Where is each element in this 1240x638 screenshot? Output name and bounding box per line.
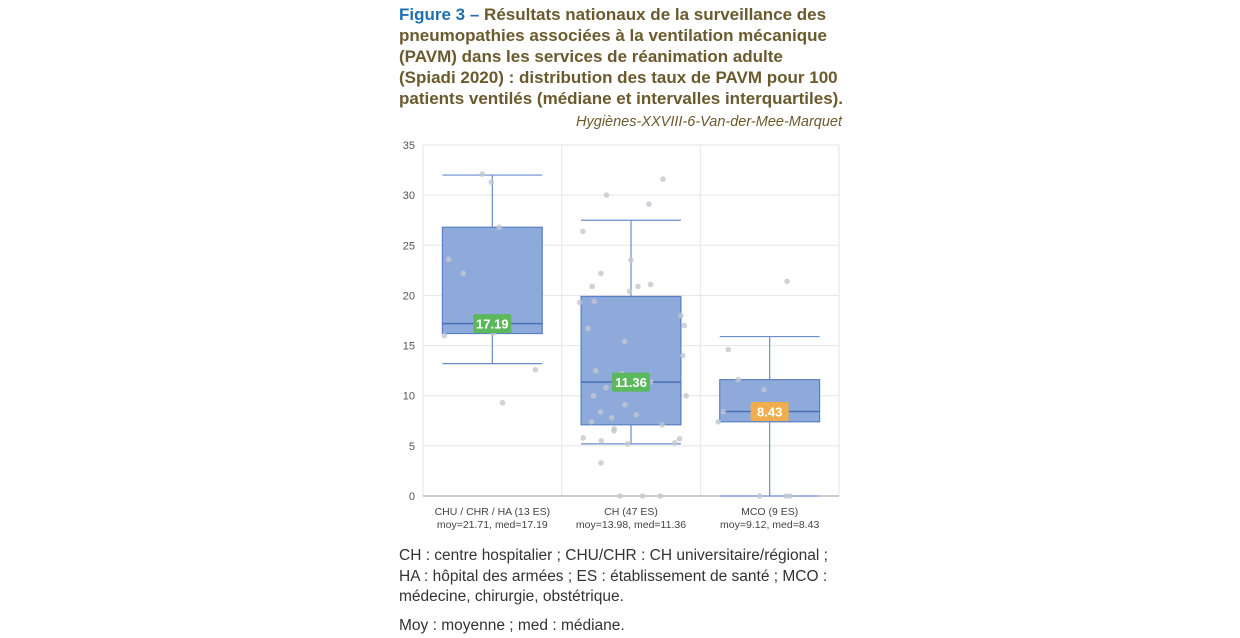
data-point xyxy=(678,312,684,319)
data-point xyxy=(577,299,583,306)
data-point xyxy=(761,386,767,393)
data-point xyxy=(633,411,640,418)
data-point xyxy=(585,325,591,332)
y-tick-label: 30 xyxy=(403,190,415,202)
median-badge xyxy=(750,401,789,421)
category-sublabel: moy=13.98, med=11.36 xyxy=(576,519,686,531)
data-point xyxy=(590,392,597,399)
category-sublabel: moy=9.12, med=8.43 xyxy=(720,519,819,531)
data-point xyxy=(725,346,732,353)
data-point xyxy=(659,421,665,428)
data-point xyxy=(660,176,666,182)
figure-label: Figure 3 – xyxy=(399,5,480,24)
data-point xyxy=(499,399,506,406)
category-label: CH (47 ES) xyxy=(604,506,658,518)
data-point xyxy=(496,224,503,231)
data-point xyxy=(720,408,726,415)
data-point xyxy=(626,288,633,295)
median-badge xyxy=(612,372,650,392)
data-point xyxy=(676,436,683,442)
data-point xyxy=(592,367,599,374)
boxplot-chart: 0 5 10 15 20 25 30 35 17.19 CHU / CHR / HA (13 ES… xyxy=(403,140,840,531)
data-point xyxy=(591,298,597,305)
y-tick-label: 10 xyxy=(403,391,415,403)
data-point xyxy=(532,366,539,373)
median-badge xyxy=(473,314,512,334)
data-point xyxy=(646,201,652,207)
data-point xyxy=(611,428,617,434)
data-point xyxy=(588,418,595,425)
data-point xyxy=(479,171,485,177)
data-point xyxy=(622,401,628,408)
y-tick-label: 5 xyxy=(409,441,415,453)
data-point xyxy=(598,438,605,444)
y-tick-label: 35 xyxy=(403,140,415,152)
y-tick-label: 25 xyxy=(403,240,415,252)
data-point xyxy=(617,493,623,499)
data-point xyxy=(647,281,654,288)
median-label: 11.36 xyxy=(615,375,647,390)
data-point xyxy=(580,228,586,235)
median-label: 8.43 xyxy=(757,404,782,419)
data-point xyxy=(671,440,678,446)
data-point xyxy=(680,352,686,359)
data-point xyxy=(683,392,690,399)
category-label: MCO (9 ES) xyxy=(741,506,798,518)
data-point xyxy=(589,283,595,290)
data-point xyxy=(603,384,609,391)
data-point xyxy=(639,493,646,499)
median-label: 17.19 xyxy=(476,317,509,332)
data-point xyxy=(603,192,610,198)
data-point xyxy=(488,179,495,185)
stats-footnote: Moy : moyenne ; med : médiane. xyxy=(399,617,625,634)
data-point xyxy=(784,278,790,285)
data-point xyxy=(445,256,452,263)
figure-source: Hygiènes-XXVIII-6-Van-der-Mee-Marquet xyxy=(576,114,842,130)
data-point xyxy=(608,414,615,421)
data-point xyxy=(460,270,467,277)
figure-title-text: Résultats nationaux de la surveillance d… xyxy=(399,5,844,108)
data-point xyxy=(787,493,794,499)
y-tick-label: 0 xyxy=(409,491,415,503)
data-point xyxy=(783,493,790,499)
figure-title: Figure 3 – Résultats nationaux de la sur… xyxy=(399,4,844,109)
category-sublabel: moy=21.71, med=17.19 xyxy=(437,519,548,531)
data-point xyxy=(681,322,688,329)
data-point xyxy=(657,493,664,499)
data-point xyxy=(756,493,763,499)
data-point xyxy=(715,418,722,425)
data-point xyxy=(441,332,448,339)
abbreviations-footnote: CH : centre hospitalier ; CHU/CHR : CH u… xyxy=(399,547,828,605)
data-point xyxy=(598,270,604,277)
iqr-box xyxy=(580,295,682,426)
data-point xyxy=(624,441,631,447)
data-point xyxy=(597,408,604,415)
data-point xyxy=(635,283,641,290)
data-point xyxy=(735,376,742,383)
y-tick-label: 20 xyxy=(403,290,415,302)
data-point xyxy=(598,460,604,466)
data-point xyxy=(621,338,628,345)
category-label: CHU / CHR / HA (13 ES) xyxy=(435,506,551,518)
y-tick-label: 15 xyxy=(403,341,415,353)
data-point xyxy=(580,435,587,441)
data-point xyxy=(628,257,634,264)
